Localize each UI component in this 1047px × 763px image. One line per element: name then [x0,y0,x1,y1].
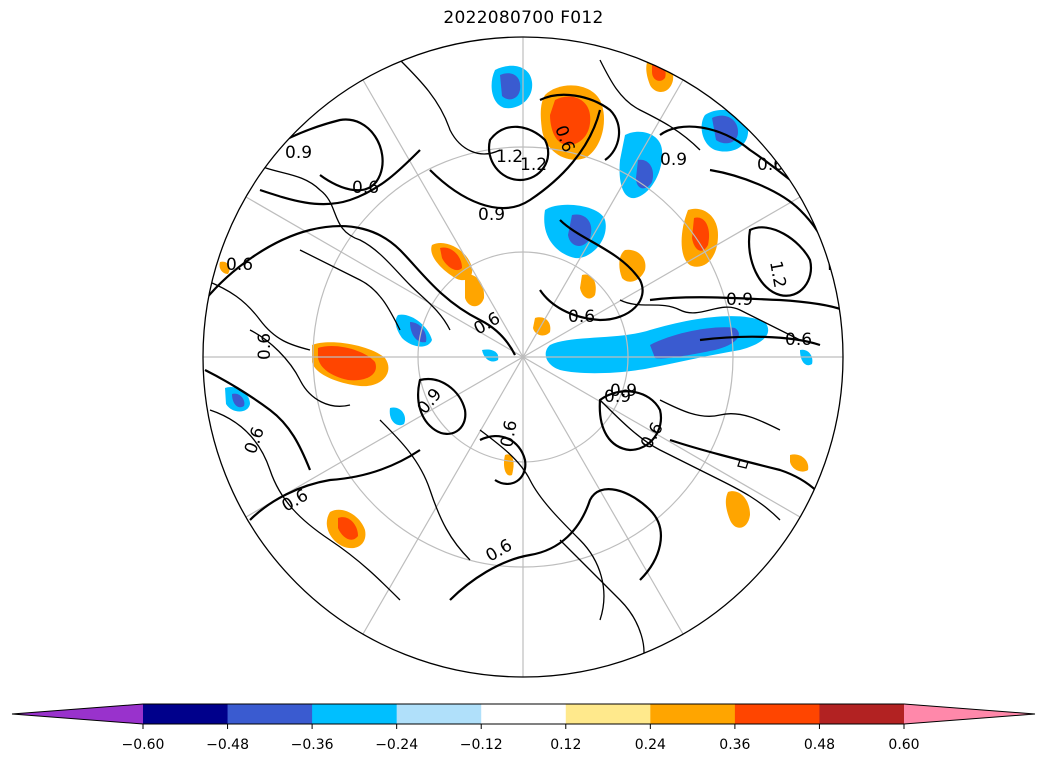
map-content: 0.9 0.6 1.2 0.9 0.6 0.9 0.6 1.2 0.9 0.6 … [203,37,843,677]
contour-label: 0.6 [785,330,812,350]
contour-0.9-topmid [539,93,621,161]
colorbar-tick-label: 0.48 [804,737,835,753]
contour-label: 0.9 [726,290,753,310]
contour-0.9-center [417,377,467,436]
contour-1.2-top [487,125,550,182]
colorbar-tick-label: 0.24 [635,737,666,753]
colorbar-tick-label: 0.12 [550,737,581,753]
colorbar-bin [734,704,820,724]
colorbar-tick-label: −0.12 [460,737,503,753]
map-boundary [202,36,844,678]
colorbar-bin [481,704,567,724]
contour-0.6-leftmid [204,224,516,356]
contour-label: 0.9 [285,143,312,163]
contour-label: 0.9 [478,205,505,225]
contour-0.6-bottomleft [249,449,421,521]
colorbar-tick-label: −0.60 [122,737,165,753]
contour-label: 0.6 [255,333,275,360]
contour-0.9-rightmid [649,296,843,312]
anomaly-shading [219,58,813,549]
colorbar-tick-label: 0.60 [888,737,919,753]
colorbar-tick-label: −0.24 [375,737,418,753]
contour-label: 1.2 [496,147,523,167]
contour-0.6-upperleft [259,149,421,206]
contour-label: 0.9 [660,150,687,170]
polar-map: 0.9 0.6 1.2 0.9 0.6 0.9 0.6 1.2 0.9 0.6 … [202,36,844,678]
map-title: 2022080700 F012 [443,8,604,28]
colorbar-ticks: −0.60 −0.48 −0.36 −0.24 −0.12 0.12 0.24 0.36 0.4… [122,724,920,753]
contour-label: 0.6 [757,155,784,175]
contour-0.9-top [429,109,602,210]
colorbar-outline [11,703,1036,725]
contour-lines [204,93,843,601]
contour-label: 0.9 [610,381,637,401]
contour-0.6-rightlow [699,335,821,347]
contour-0.6-centerlow [479,435,527,486]
contour-1.2-right [747,226,813,297]
colorbar-bin [312,704,398,724]
graticule [203,37,843,677]
contour-label: 0.6 [352,178,379,198]
positive-anomaly-top-core [550,96,591,145]
colorbar-tick-label: −0.48 [206,737,249,753]
colorbar-tick-label: 0.36 [719,737,750,753]
colorbar-bin [565,704,651,724]
contour-0.6-center [539,219,644,322]
contour-0.6-bottom [449,488,662,601]
colorbar-bin [143,704,229,724]
contour-0.6-left [204,369,312,471]
contour-label: 0.6 [226,255,253,275]
coastlines [204,59,801,671]
colorbar-bin [227,704,313,724]
colorbar-bin [650,704,736,724]
contour-label: 0.6 [497,419,521,449]
contour-label: 0.6 [568,307,595,327]
colorbar-bins [11,703,1036,725]
contour-0.9-lowright [598,390,663,452]
contour-label: 0.9 [604,387,631,407]
colorbar-bin [819,704,905,724]
contour-label: 1.2 [765,259,789,289]
colorbar-tick-label: −0.36 [291,737,334,753]
contour-label: 1.2 [520,155,547,175]
colorbar-extend-low [12,704,143,724]
colorbar-bin [396,704,482,724]
colorbar-extend-high [904,704,1035,724]
